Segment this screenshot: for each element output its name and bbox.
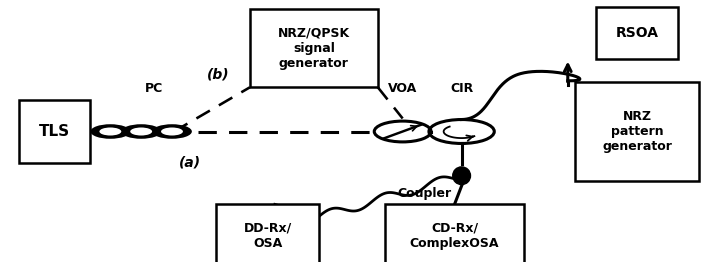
- Circle shape: [121, 124, 161, 139]
- FancyBboxPatch shape: [596, 7, 678, 59]
- Text: PC: PC: [145, 82, 163, 95]
- Text: NRZ/QPSK
signal
generator: NRZ/QPSK signal generator: [278, 27, 350, 70]
- FancyBboxPatch shape: [385, 204, 524, 263]
- Text: DD-Rx/
OSA: DD-Rx/ OSA: [244, 222, 292, 250]
- Text: (a): (a): [178, 156, 200, 170]
- FancyBboxPatch shape: [575, 82, 699, 181]
- Text: CD-Rx/
ComplexOSA: CD-Rx/ ComplexOSA: [410, 222, 499, 250]
- FancyBboxPatch shape: [216, 204, 319, 263]
- Text: (b): (b): [207, 67, 230, 81]
- Text: CIR: CIR: [450, 82, 473, 95]
- Circle shape: [91, 124, 130, 139]
- Circle shape: [99, 128, 121, 135]
- Text: VOA: VOA: [388, 82, 417, 95]
- Circle shape: [161, 128, 183, 135]
- FancyBboxPatch shape: [250, 9, 378, 87]
- Text: Coupler: Coupler: [397, 188, 451, 200]
- Text: NRZ
pattern
generator: NRZ pattern generator: [602, 110, 672, 153]
- Text: TLS: TLS: [39, 124, 70, 139]
- Circle shape: [130, 128, 152, 135]
- FancyBboxPatch shape: [19, 100, 90, 163]
- Ellipse shape: [453, 167, 471, 185]
- Text: RSOA: RSOA: [615, 26, 659, 40]
- Circle shape: [152, 124, 192, 139]
